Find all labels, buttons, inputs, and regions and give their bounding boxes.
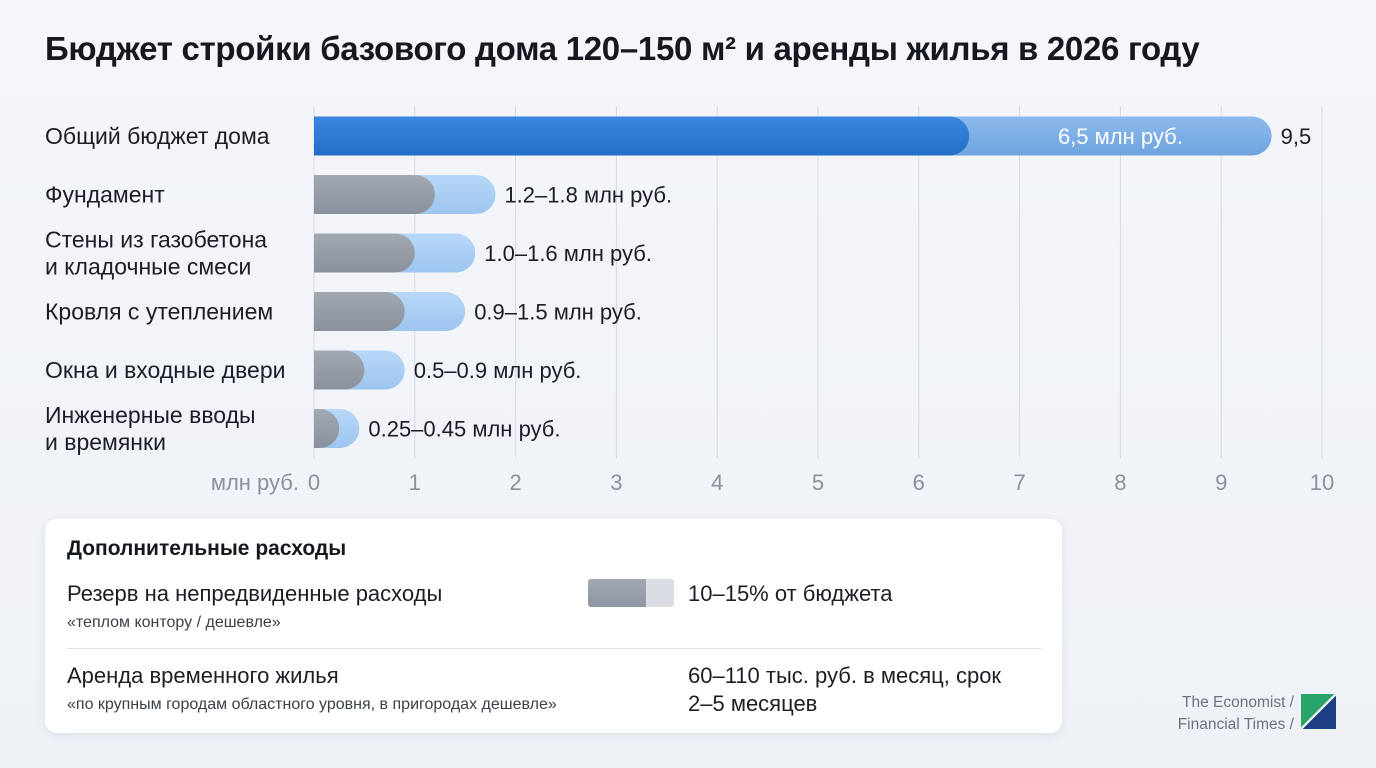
reserve-label: Резерв на непредвиденные расходы <box>67 581 443 606</box>
rent-value-line2: 2–5 месяцев <box>688 691 818 716</box>
reserve-bar-low <box>588 579 646 607</box>
source-credit: The Economist / Financial Times / <box>1178 692 1294 736</box>
bar-value-label: 0.9–1.5 млн руб. <box>474 300 642 325</box>
additional-costs-title: Дополнительные расходы <box>67 537 347 560</box>
x-axis-unit-label: млн руб. <box>211 470 299 495</box>
bar-low-segment <box>314 350 365 390</box>
category-label: Фундамент <box>45 182 165 208</box>
x-tick-label: 8 <box>1114 470 1126 495</box>
x-tick-label: 2 <box>509 470 521 495</box>
page-title: Бюджет стройки базового дома 120–150 м² … <box>45 30 1200 67</box>
category-label: Инженерные вводы <box>45 402 256 428</box>
diagonal-split-logo-icon <box>1301 694 1336 729</box>
rent-note: «по крупным городам областного уровня, в… <box>67 696 557 713</box>
x-tick-label: 5 <box>812 470 824 495</box>
category-label: Общий бюджет дома <box>45 123 270 149</box>
source-line-2: Financial Times / <box>1177 716 1294 733</box>
bar-low-segment <box>314 116 970 156</box>
reserve-bar <box>588 579 674 607</box>
rent-label: Аренда временного жилья <box>67 663 339 688</box>
bar-value-label: 9,5 <box>1281 124 1312 149</box>
category-label: и кладочные смеси <box>45 254 251 280</box>
x-tick-label: 3 <box>610 470 622 495</box>
x-tick-label: 4 <box>711 470 723 495</box>
category-label: и времянки <box>45 429 166 455</box>
source-line-1: The Economist / <box>1182 694 1294 711</box>
bar-value-label: 1.0–1.6 млн руб. <box>484 241 652 266</box>
x-tick-label: 10 <box>1310 470 1334 495</box>
category-label: Окна и входные двери <box>45 357 285 383</box>
reserve-note: «теплом контору / дешевле» <box>67 614 281 631</box>
budget-bar-chart: Общий бюджет дома 6,5 млн руб. 9,5 Фундамен… <box>45 106 1334 495</box>
x-tick-label: 9 <box>1215 470 1227 495</box>
bar-low-segment <box>314 292 405 331</box>
category-label: Стены из газобетона <box>45 227 267 253</box>
bar-value-label: 0.25–0.45 млн руб. <box>368 417 560 442</box>
bar-value-label: 0.5–0.9 млн руб. <box>414 358 582 383</box>
x-tick-label: 7 <box>1013 470 1025 495</box>
reserve-bar-range <box>646 579 674 607</box>
bar-low-segment <box>314 175 435 214</box>
bar-low-segment <box>314 409 340 448</box>
x-tick-label: 1 <box>409 470 421 495</box>
rent-value-line1: 60–110 тыс. руб. в месяц, срок <box>688 663 1002 688</box>
x-tick-label: 6 <box>913 470 925 495</box>
bar-value-label: 1.2–1.8 млн руб. <box>504 183 672 208</box>
reserve-value: 10–15% от бюджета <box>688 581 893 606</box>
bar-inner-label: 6,5 млн руб. <box>1058 124 1183 149</box>
bar-low-segment <box>314 233 415 273</box>
category-label: Кровля с утеплением <box>45 299 273 325</box>
additional-costs-card: Дополнительные расходы Резерв на непредв… <box>45 519 1062 733</box>
x-tick-label: 0 <box>308 470 320 495</box>
card-divider <box>67 648 1041 649</box>
